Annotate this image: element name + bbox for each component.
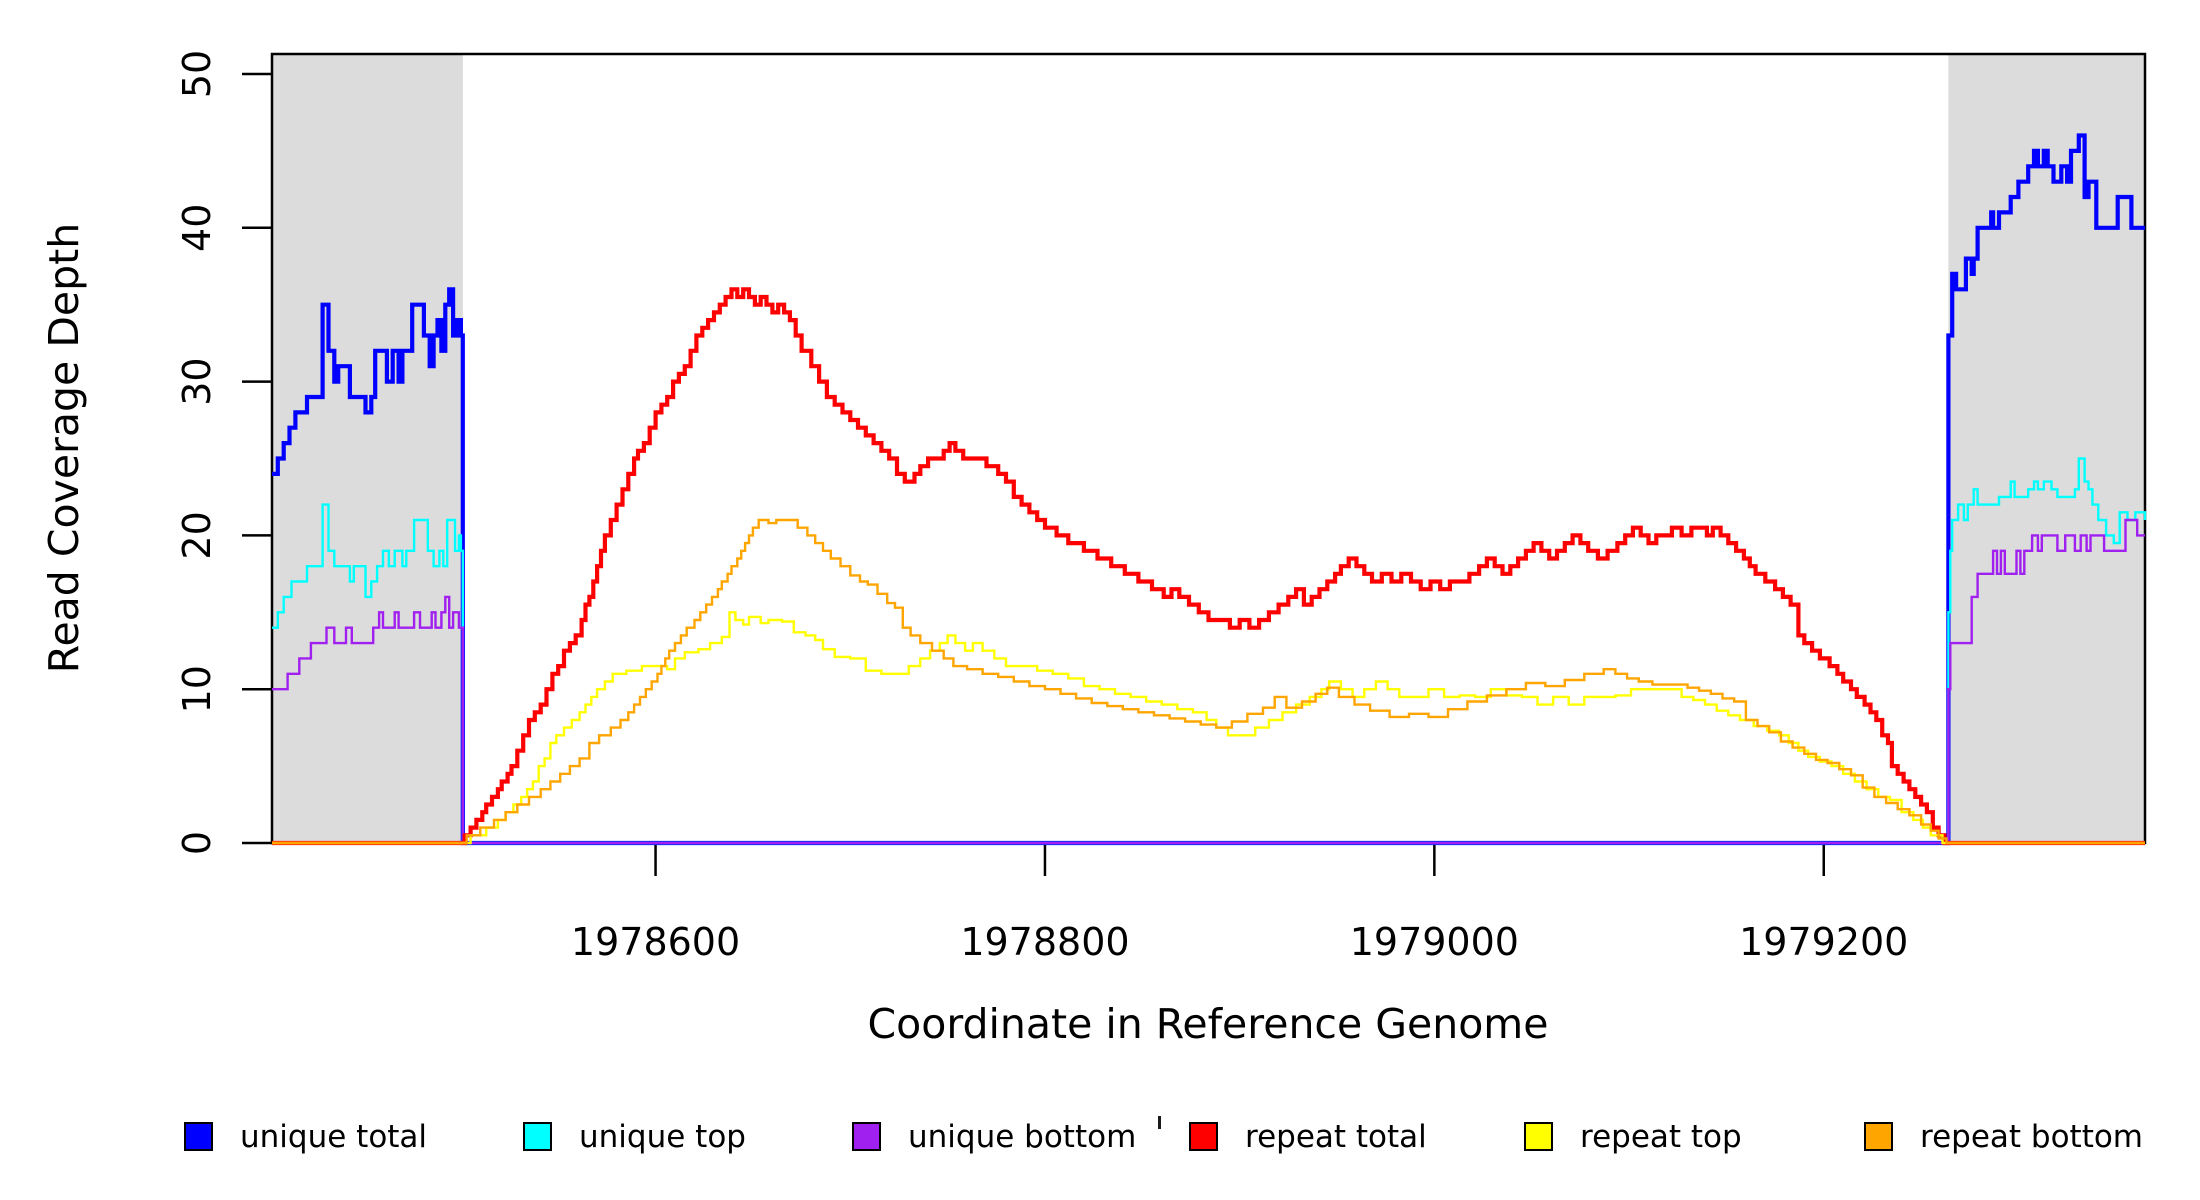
shaded-region-unique-flank-right	[1948, 54, 2145, 843]
legend-label: repeat bottom	[1920, 1119, 2143, 1155]
series-unique-total	[272, 133, 2145, 846]
y-tick-label: 10	[175, 665, 219, 713]
legend-item-repeat-total: repeat total	[1189, 1119, 1427, 1155]
series-repeat-top	[272, 611, 2145, 845]
plot-area: 1978600 1978800 1979000 1979200 0 10 20 30 40 50	[175, 50, 2147, 964]
y-axis-title: Read Coverage Depth	[40, 223, 88, 673]
legend-label: unique bottom	[908, 1119, 1136, 1155]
legend-label: unique total	[240, 1119, 427, 1155]
legend-item-repeat-bottom: repeat bottom	[1864, 1119, 2143, 1155]
x-tick-label: 1978800	[960, 920, 1129, 964]
legend-label: repeat top	[1580, 1119, 1742, 1155]
y-tick-label: 20	[175, 511, 219, 559]
y-tick-label: 40	[175, 204, 219, 252]
shaded-region-unique-flank-left	[272, 54, 463, 843]
legend-label: unique top	[579, 1119, 746, 1155]
legend: unique total unique top unique bottom repea…	[184, 1119, 2143, 1155]
legend-swatch-icon	[523, 1122, 552, 1151]
x-tick-label: 1979000	[1350, 920, 1519, 964]
series-repeat-total	[272, 287, 2145, 846]
legend-item-unique-total: unique total	[184, 1119, 427, 1155]
legend-item-unique-bottom: unique bottom	[852, 1119, 1136, 1155]
legend-swatch-icon	[1189, 1122, 1218, 1151]
y-tick-label: 30	[175, 357, 219, 405]
legend-swatch-icon	[1864, 1122, 1893, 1151]
legend-swatch-icon	[852, 1122, 881, 1151]
x-tick-label: 1979200	[1739, 920, 1908, 964]
legend-label: repeat total	[1245, 1119, 1427, 1155]
legend-item-unique-top: unique top	[523, 1119, 746, 1155]
y-tick-label: 0	[175, 831, 219, 855]
legend-swatch-icon	[1524, 1122, 1553, 1151]
series-repeat-bottom	[272, 518, 2145, 845]
stray-tick-mark	[1158, 1116, 1161, 1129]
legend-item-repeat-top: repeat top	[1524, 1119, 1742, 1155]
y-tick-label: 50	[175, 50, 219, 98]
series-unique-top	[272, 457, 2147, 845]
x-axis-title: Coordinate in Reference Genome	[868, 1000, 1549, 1048]
x-tick-label: 1978600	[571, 920, 740, 964]
legend-swatch-icon	[184, 1122, 213, 1151]
